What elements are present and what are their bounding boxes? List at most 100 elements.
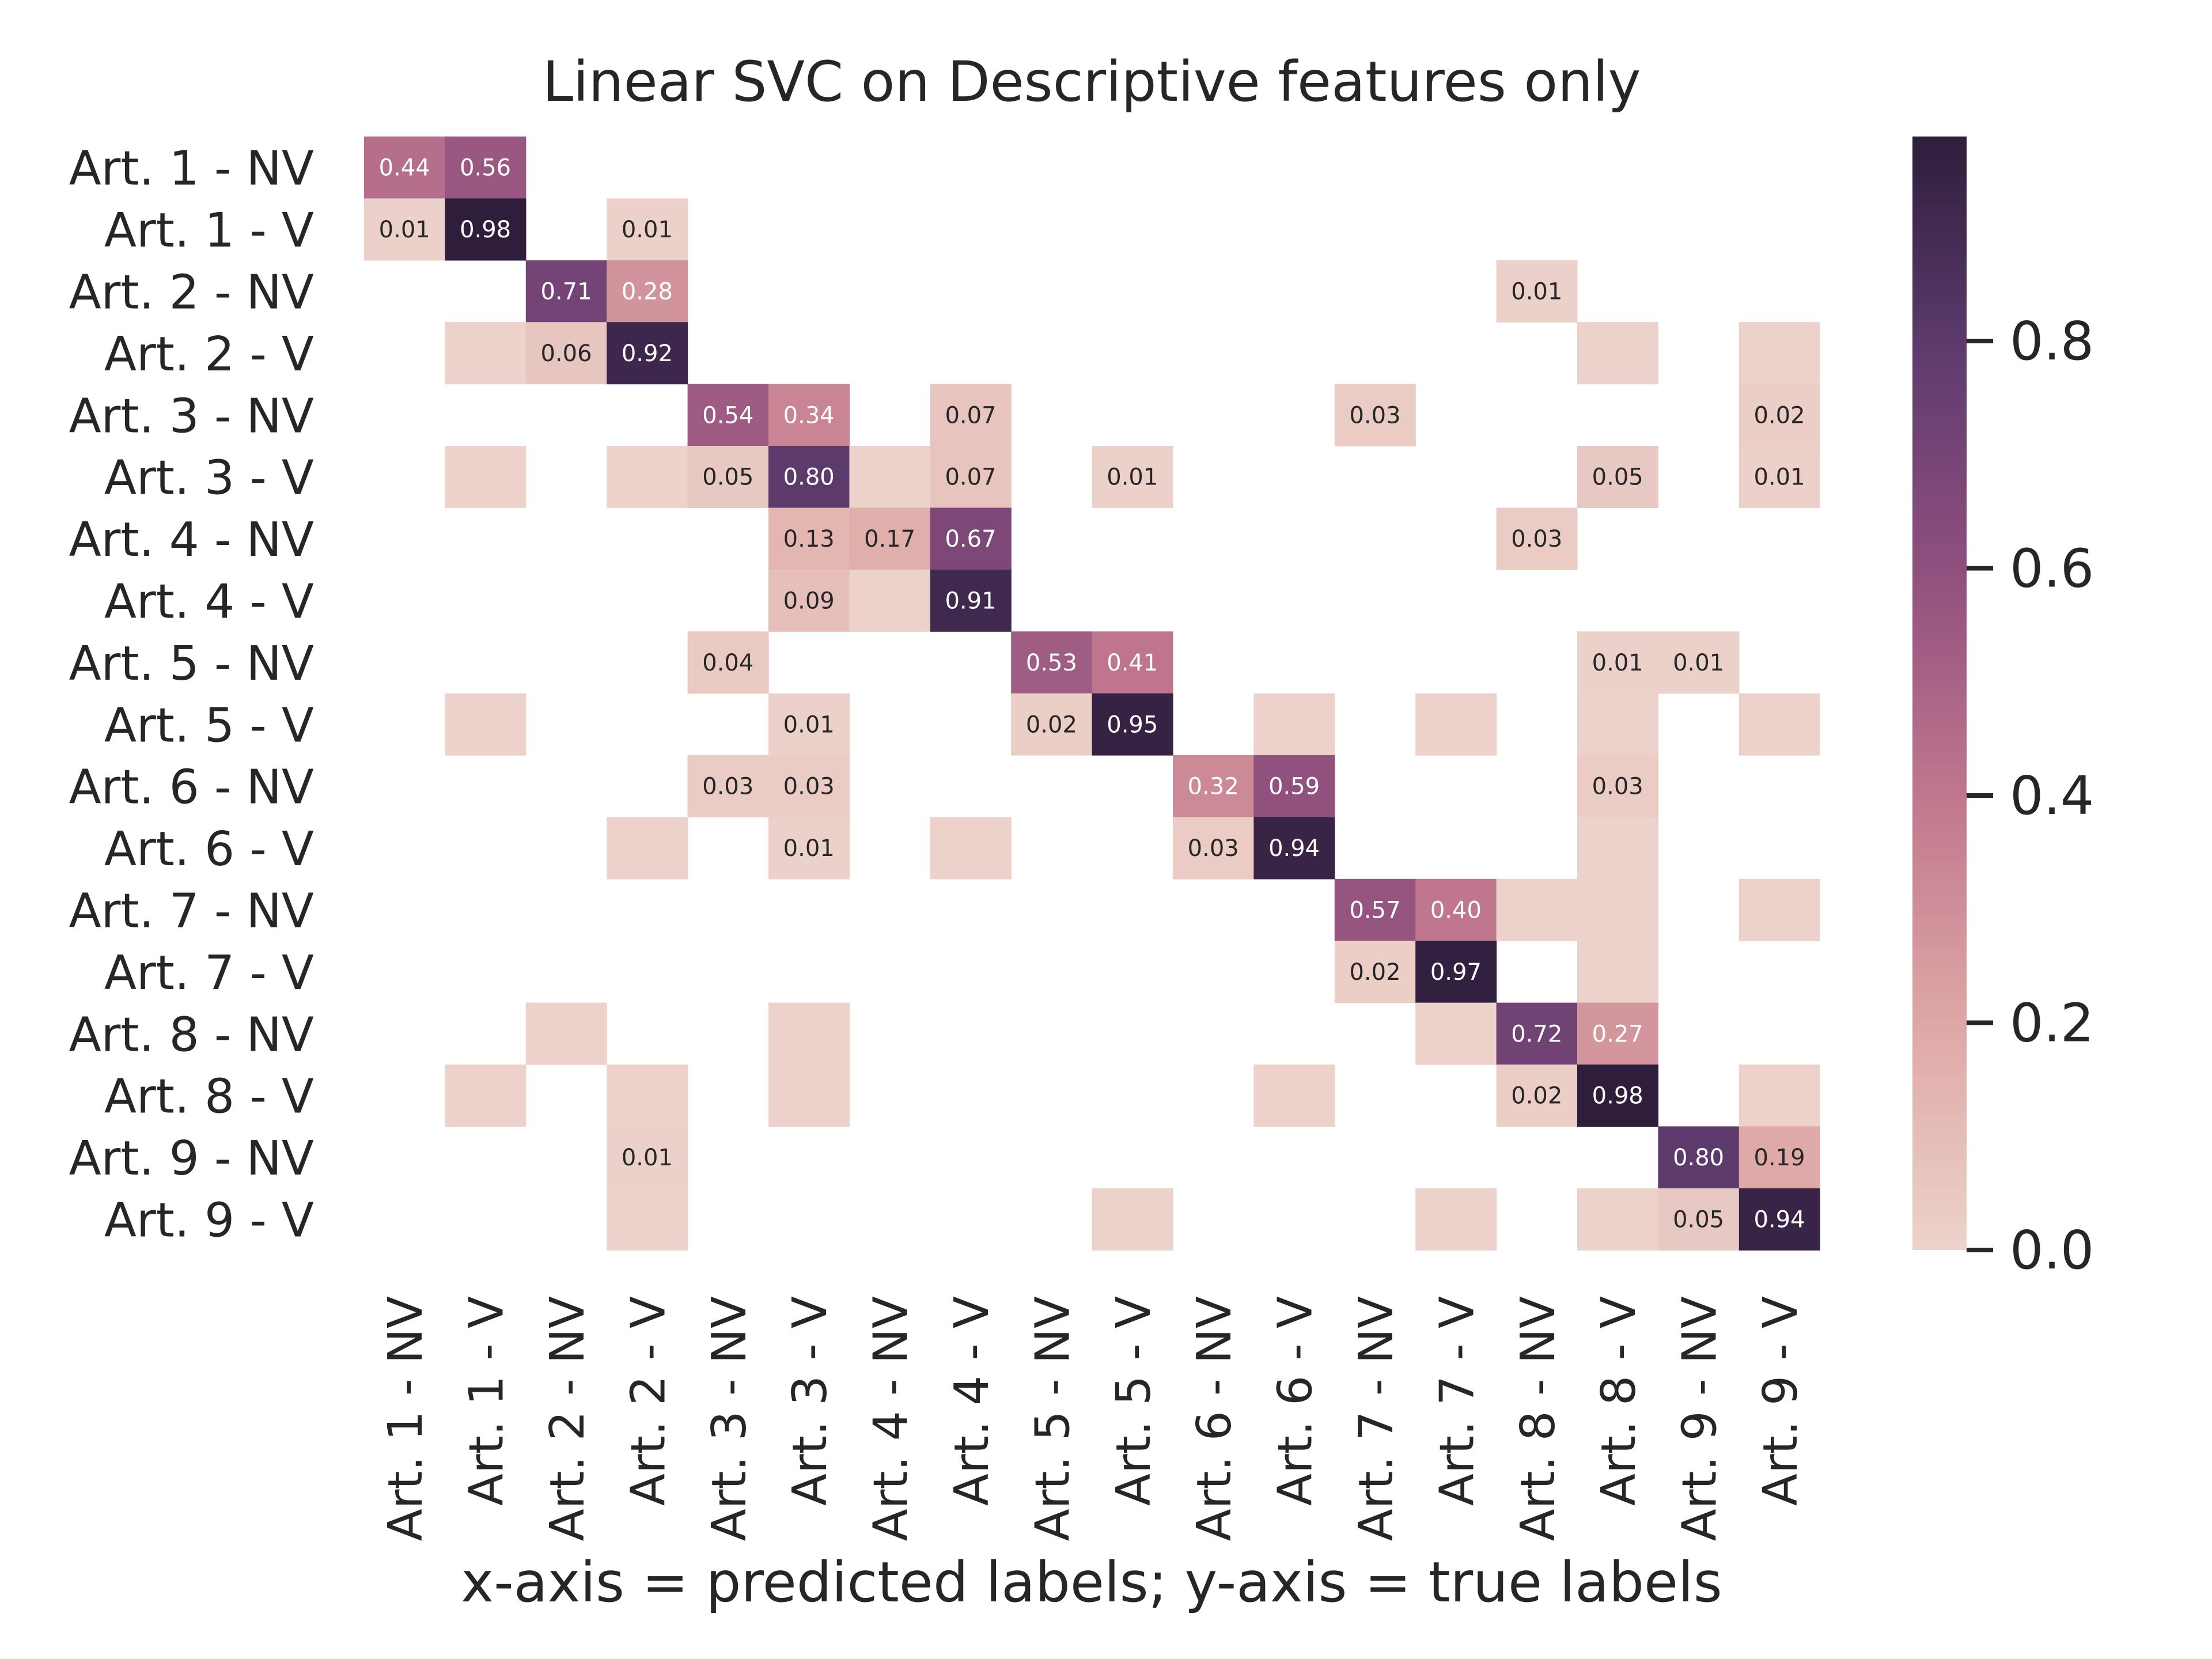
cell-value-label: 0.41 xyxy=(1107,650,1158,676)
cell-value-label: 0.03 xyxy=(1188,835,1239,862)
heatmap-cell xyxy=(687,384,769,446)
cell-value-label: 0.03 xyxy=(1349,402,1400,429)
cell-value-label: 0.02 xyxy=(1511,1083,1562,1109)
heatmap-cell xyxy=(768,446,850,508)
cell-value-label: 0.01 xyxy=(1753,464,1805,491)
heatmap-cell xyxy=(607,817,688,880)
cell-value-label: 0.03 xyxy=(702,774,753,800)
y-tick-label: Art. 1 - V xyxy=(104,203,314,258)
heatmap-cell xyxy=(1253,817,1335,880)
cell-value-label: 0.67 xyxy=(945,526,996,552)
cell-value-label: 0.27 xyxy=(1592,1021,1643,1047)
cell-value-label: 0.92 xyxy=(622,340,673,367)
x-axis-label: x-axis = predicted labels; y-axis = true… xyxy=(461,1550,1722,1615)
cell-value-label: 0.03 xyxy=(1511,526,1562,552)
colorbar-tick-label: 0.0 xyxy=(2010,1219,2094,1281)
heatmap-cell xyxy=(1658,1126,1740,1189)
cell-value-label: 0.19 xyxy=(1753,1145,1805,1171)
heatmap-cell xyxy=(364,198,445,261)
heatmap-cell xyxy=(1092,1188,1173,1251)
heatmap-cell xyxy=(1577,941,1658,1003)
cell-value-label: 0.07 xyxy=(945,464,996,491)
heatmap-cell xyxy=(768,1065,850,1127)
heatmap-cell xyxy=(1092,631,1173,694)
heatmap-cell xyxy=(1496,1002,1578,1065)
cell-value-label: 0.57 xyxy=(1349,897,1400,924)
cell-value-label: 0.80 xyxy=(1673,1145,1724,1171)
heatmap-cell xyxy=(445,198,527,261)
heatmap-cell xyxy=(1253,1065,1335,1127)
heatmap-cell xyxy=(607,446,688,508)
cell-value-label: 0.94 xyxy=(1753,1207,1805,1233)
heatmap-cell xyxy=(607,1065,688,1127)
heatmap-cell xyxy=(1577,817,1658,880)
heatmap-cell xyxy=(768,384,850,446)
x-tick-label: Art. 5 - V xyxy=(1107,1296,1161,1506)
y-tick-label: Art. 9 - NV xyxy=(69,1131,314,1186)
heatmap-cell xyxy=(1173,817,1254,880)
heatmap-cell-labels: 0.44 0.56 0.01 0.98 0.01 0.71 0.28 0.01 0.06 0.92… xyxy=(379,155,1805,1233)
heatmap-cell xyxy=(1415,1002,1497,1065)
x-tick-label: Art. 4 - V xyxy=(945,1296,999,1506)
heatmap-cell xyxy=(607,1188,688,1251)
heatmap-cell xyxy=(1253,693,1335,756)
y-tick-label: Art. 4 - V xyxy=(104,575,314,630)
cell-value-label: 0.01 xyxy=(1511,279,1562,305)
heatmap-cell xyxy=(1577,878,1658,941)
colorbar-gradient xyxy=(1912,137,1967,1250)
y-tick-label: Art. 8 - NV xyxy=(69,1007,314,1062)
cell-value-label: 0.05 xyxy=(1673,1207,1724,1233)
heatmap-cell xyxy=(445,446,527,508)
heatmap-cell xyxy=(1577,322,1658,385)
heatmap-cell xyxy=(768,817,850,880)
colorbar-tick-label: 0.4 xyxy=(2010,765,2094,827)
y-tick-label: Art. 6 - V xyxy=(104,822,314,877)
heatmap-cell xyxy=(687,631,769,694)
y-tick-label: Art. 2 - V xyxy=(104,327,314,382)
heatmap-cell xyxy=(1496,507,1578,570)
heatmap-cell xyxy=(1415,878,1497,941)
heatmap-cell xyxy=(768,507,850,570)
heatmap-cell xyxy=(687,755,769,817)
y-tick-label: Art. 4 - NV xyxy=(69,513,314,567)
cell-value-label: 0.17 xyxy=(864,526,915,552)
heatmap-cell xyxy=(1738,878,1820,941)
colorbar-tick-label: 0.8 xyxy=(2010,310,2094,372)
y-tick-label: Art. 5 - V xyxy=(104,698,314,753)
cell-value-label: 0.59 xyxy=(1268,774,1320,800)
heatmap-cell xyxy=(445,1065,527,1127)
y-tick-label: Art. 7 - NV xyxy=(69,884,314,939)
heatmap-cells xyxy=(364,137,1820,1251)
heatmap-cell xyxy=(1496,1065,1578,1127)
y-tick-label: Art. 3 - NV xyxy=(69,389,314,444)
heatmap-cell xyxy=(1658,631,1740,694)
heatmap-cell xyxy=(525,260,607,323)
cell-value-label: 0.01 xyxy=(379,217,430,243)
y-tick-label: Art. 5 - NV xyxy=(69,637,314,691)
heatmap-cell xyxy=(364,137,445,199)
x-tick-label: Art. 5 - NV xyxy=(1025,1296,1080,1541)
heatmap-cell xyxy=(1577,1188,1658,1251)
cell-value-label: 0.05 xyxy=(702,464,753,491)
heatmap-cell xyxy=(930,569,1012,632)
heatmap-cell xyxy=(849,569,931,632)
heatmap-cell xyxy=(1577,755,1658,817)
heatmap-cell xyxy=(1577,1065,1658,1127)
cell-value-label: 0.05 xyxy=(1592,464,1643,491)
cell-value-label: 0.06 xyxy=(540,340,592,367)
x-axis-tick-labels: Art. 1 - NV Art. 1 - V Art. 2 - NV Art. 2 -… xyxy=(378,1296,1808,1541)
heatmap-cell xyxy=(1738,446,1820,508)
heatmap-cell xyxy=(1415,1188,1497,1251)
heatmap-cell xyxy=(930,507,1012,570)
heatmap-cell xyxy=(930,446,1012,508)
heatmap-cell xyxy=(1092,693,1173,756)
heatmap-cell xyxy=(445,322,527,385)
x-tick-label: Art. 9 - V xyxy=(1753,1296,1808,1506)
cell-value-label: 0.09 xyxy=(783,588,835,615)
heatmap-cell xyxy=(849,507,931,570)
x-tick-label: Art. 2 - NV xyxy=(540,1296,595,1541)
x-tick-label: Art. 8 - NV xyxy=(1511,1296,1566,1541)
x-tick-label: Art. 2 - V xyxy=(621,1296,676,1506)
heatmap-cell xyxy=(1577,446,1658,508)
cell-value-label: 0.01 xyxy=(622,217,673,243)
